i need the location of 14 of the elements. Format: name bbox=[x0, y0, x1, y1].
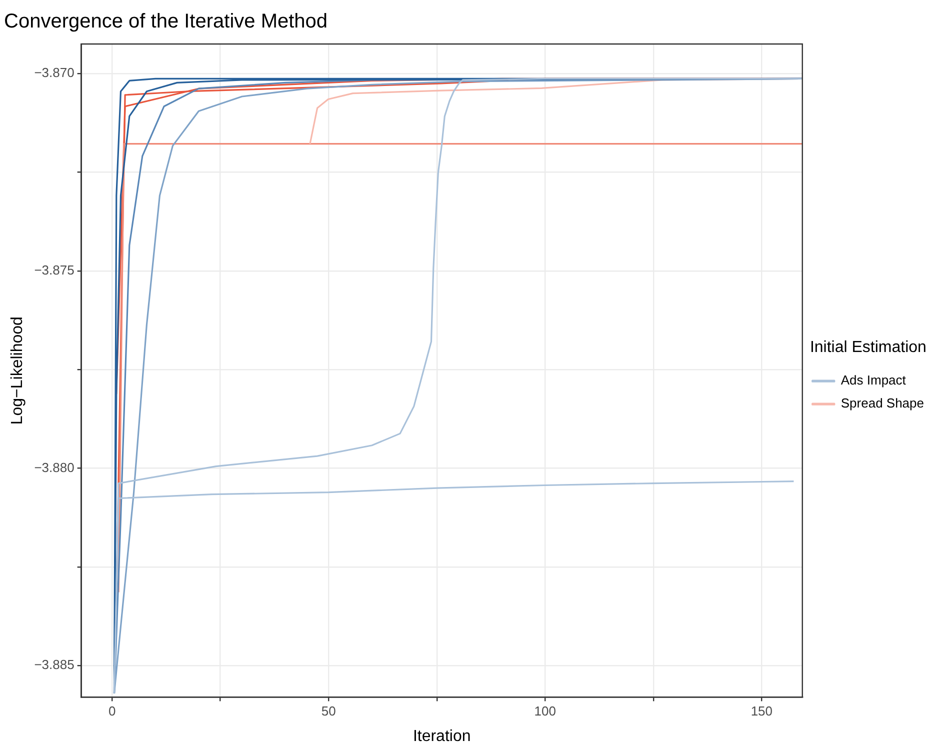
x-tick-label: 50 bbox=[321, 704, 336, 719]
legend-title: Initial Estimation bbox=[810, 338, 926, 356]
x-axis-title: Iteration bbox=[412, 728, 471, 745]
x-tick-label: 100 bbox=[534, 704, 556, 719]
chart-title: Convergence of the Iterative Method bbox=[4, 10, 328, 33]
y-axis-title: Log−Likelihood bbox=[9, 316, 26, 425]
x-tick-label: 150 bbox=[750, 704, 773, 719]
x-tick-label: 0 bbox=[108, 704, 116, 719]
legend-label: Ads Impact bbox=[840, 372, 906, 388]
y-tick-label: −3.870 bbox=[34, 65, 74, 80]
legend-label: Spread Shape bbox=[840, 396, 924, 411]
y-tick-label: −3.875 bbox=[34, 262, 74, 278]
y-tick-label: −3.885 bbox=[34, 657, 74, 672]
y-tick-label: −3.880 bbox=[34, 460, 74, 475]
